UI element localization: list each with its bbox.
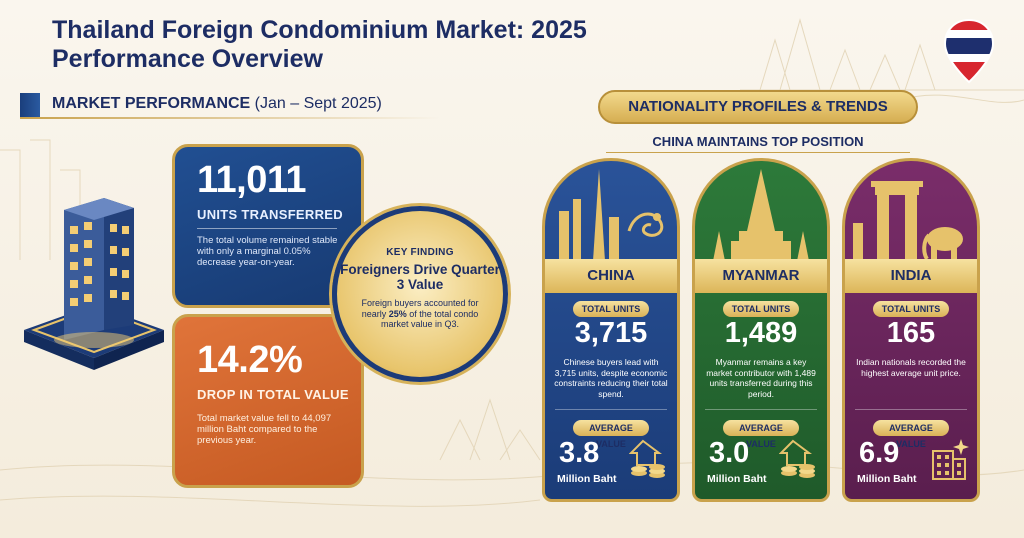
total-units-value-india: 165 <box>886 317 936 349</box>
china-skyline-dragon-icon <box>559 169 664 261</box>
key-finding-description: Foreign buyers accounted for nearly 25% … <box>355 298 485 330</box>
total-units-label-india: TOTAL UNITS <box>873 301 949 317</box>
units-transferred-label: UNITS TRANSFERRED <box>197 207 343 222</box>
country-description-india: Indian nationals recorded the highest av… <box>856 357 966 378</box>
average-value-label-india: AVERAGE VALUE <box>873 420 949 449</box>
country-card-india: INDIA TOTAL UNITS 165 Indian nationals r… <box>842 158 980 502</box>
key-finding-desc-highlight: 25% <box>388 308 407 319</box>
market-performance-period: (Jan – Sept 2025) <box>254 95 382 112</box>
country-name-myanmar: MYANMAR <box>695 259 827 293</box>
house-coins-icon <box>629 439 665 478</box>
total-units-value-myanmar: 1,489 <box>724 317 798 349</box>
country-card-china: CHINA TOTAL UNITS 3,715 Chinese buyers l… <box>542 158 680 502</box>
country-description-china: Chinese buyers lead with 3,715 units, de… <box>554 357 668 399</box>
average-value-india: 6.9 <box>859 437 900 469</box>
value-drop-card: 14.2% DROP IN TOTAL VALUE Total market v… <box>172 314 364 488</box>
average-unit-myanmar: Million Baht <box>707 473 767 485</box>
country-name-china: CHINA <box>545 259 677 293</box>
china-top-underline <box>606 152 910 153</box>
average-value-label-myanmar: AVERAGE VALUE <box>723 420 799 449</box>
country-name-india: INDIA <box>845 259 977 293</box>
nationality-banner: NATIONALITY PROFILES & TRENDS <box>598 90 918 124</box>
card-divider <box>855 409 967 410</box>
key-finding-label: KEY FINDING <box>386 247 454 258</box>
average-value-label-china: AVERAGE VALUE <box>573 420 649 449</box>
condo-building-icon <box>24 198 164 370</box>
card-divider <box>705 409 817 410</box>
card-divider <box>555 409 667 410</box>
total-units-label-china: TOTAL UNITS <box>573 301 649 317</box>
key-finding-badge: KEY FINDING Foreigners Drive Quarter 3 V… <box>332 206 508 382</box>
header-accent-bar <box>20 93 40 117</box>
card-divider <box>197 228 337 229</box>
house-coins-icon <box>779 439 815 478</box>
average-unit-india: Million Baht <box>857 473 917 485</box>
total-units-value-china: 3,715 <box>574 317 648 349</box>
india-gate-elephant-icon <box>853 181 963 261</box>
average-unit-china: Million Baht <box>557 473 617 485</box>
average-value-myanmar: 3.0 <box>709 437 750 469</box>
key-finding-title: Foreigners Drive Quarter 3 Value <box>340 262 500 292</box>
units-transferred-value: 11,011 <box>197 159 307 201</box>
units-transferred-description: The total volume remained stable with on… <box>197 235 338 268</box>
value-drop-label: DROP IN TOTAL VALUE <box>197 387 349 402</box>
country-card-myanmar: MYANMAR TOTAL UNITS 1,489 Myanmar remain… <box>692 158 830 502</box>
china-top-heading: CHINA MAINTAINS TOP POSITION <box>652 134 864 149</box>
average-value-china: 3.8 <box>559 437 600 469</box>
thai-flag-pin-icon <box>943 18 995 84</box>
header-underline <box>20 117 440 119</box>
key-finding-desc-end: of the total condo market value in Q3. <box>380 308 479 330</box>
market-performance-header: MARKET PERFORMANCE (Jan – Sept 2025) <box>20 91 460 119</box>
key-finding-desc-start: Foreign buyers accounted for nearly <box>361 298 479 319</box>
total-units-label-myanmar: TOTAL UNITS <box>723 301 799 317</box>
myanmar-pagoda-icon <box>713 169 809 261</box>
page-title: Thailand Foreign Condominium Market: 202… <box>52 16 587 73</box>
market-performance-title: MARKET PERFORMANCE <box>52 95 251 112</box>
value-drop-value: 14.2% <box>197 339 303 381</box>
country-description-myanmar: Myanmar remains a key market contributor… <box>706 357 816 399</box>
market-performance-label: MARKET PERFORMANCE (Jan – Sept 2025) <box>52 95 382 113</box>
building-sparkle-icon <box>932 439 969 480</box>
value-drop-description: Total market value fell to 44,097 millio… <box>197 413 332 446</box>
